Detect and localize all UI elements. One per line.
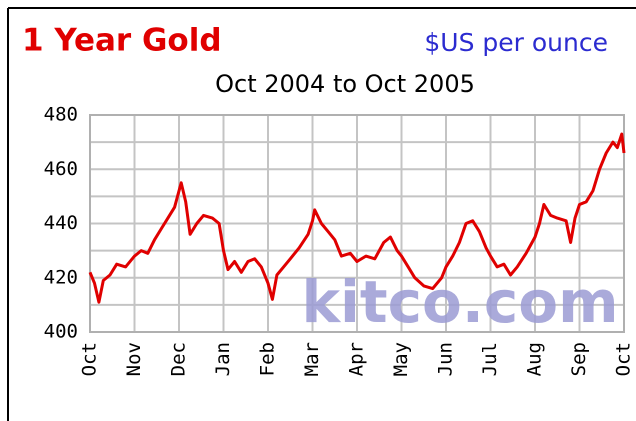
chart-title: 1 Year Gold xyxy=(22,23,222,59)
x-tick-label: Jan xyxy=(212,342,234,376)
x-tick-label: Nov xyxy=(123,342,145,376)
x-tick-label: Apr xyxy=(346,342,368,376)
x-tick-label: Jul xyxy=(479,342,501,376)
x-tick-label: Jun xyxy=(435,342,457,376)
x-tick-label: Oct xyxy=(613,342,635,376)
y-tick-label: 400 xyxy=(44,321,78,343)
chart-subtitle: Oct 2004 to Oct 2005 xyxy=(215,70,475,98)
x-tick-label: Dec xyxy=(168,342,190,376)
watermark: kitco.com xyxy=(301,268,618,336)
x-tick-label: May xyxy=(390,342,412,376)
x-tick-label: Mar xyxy=(301,342,323,376)
y-tick-label: 440 xyxy=(44,212,78,234)
x-tick-label: Aug xyxy=(524,342,546,376)
x-tick-label: Sep xyxy=(568,342,590,376)
unit-label: $US per ounce xyxy=(424,28,608,57)
y-tick-label: 420 xyxy=(44,266,78,288)
x-tick-label: Feb xyxy=(257,342,279,376)
plot-border xyxy=(89,114,625,333)
y-tick-label: 480 xyxy=(44,104,78,126)
price-line xyxy=(88,132,626,304)
y-tick-label: 460 xyxy=(44,158,78,180)
x-tick-label: Oct xyxy=(79,342,101,376)
